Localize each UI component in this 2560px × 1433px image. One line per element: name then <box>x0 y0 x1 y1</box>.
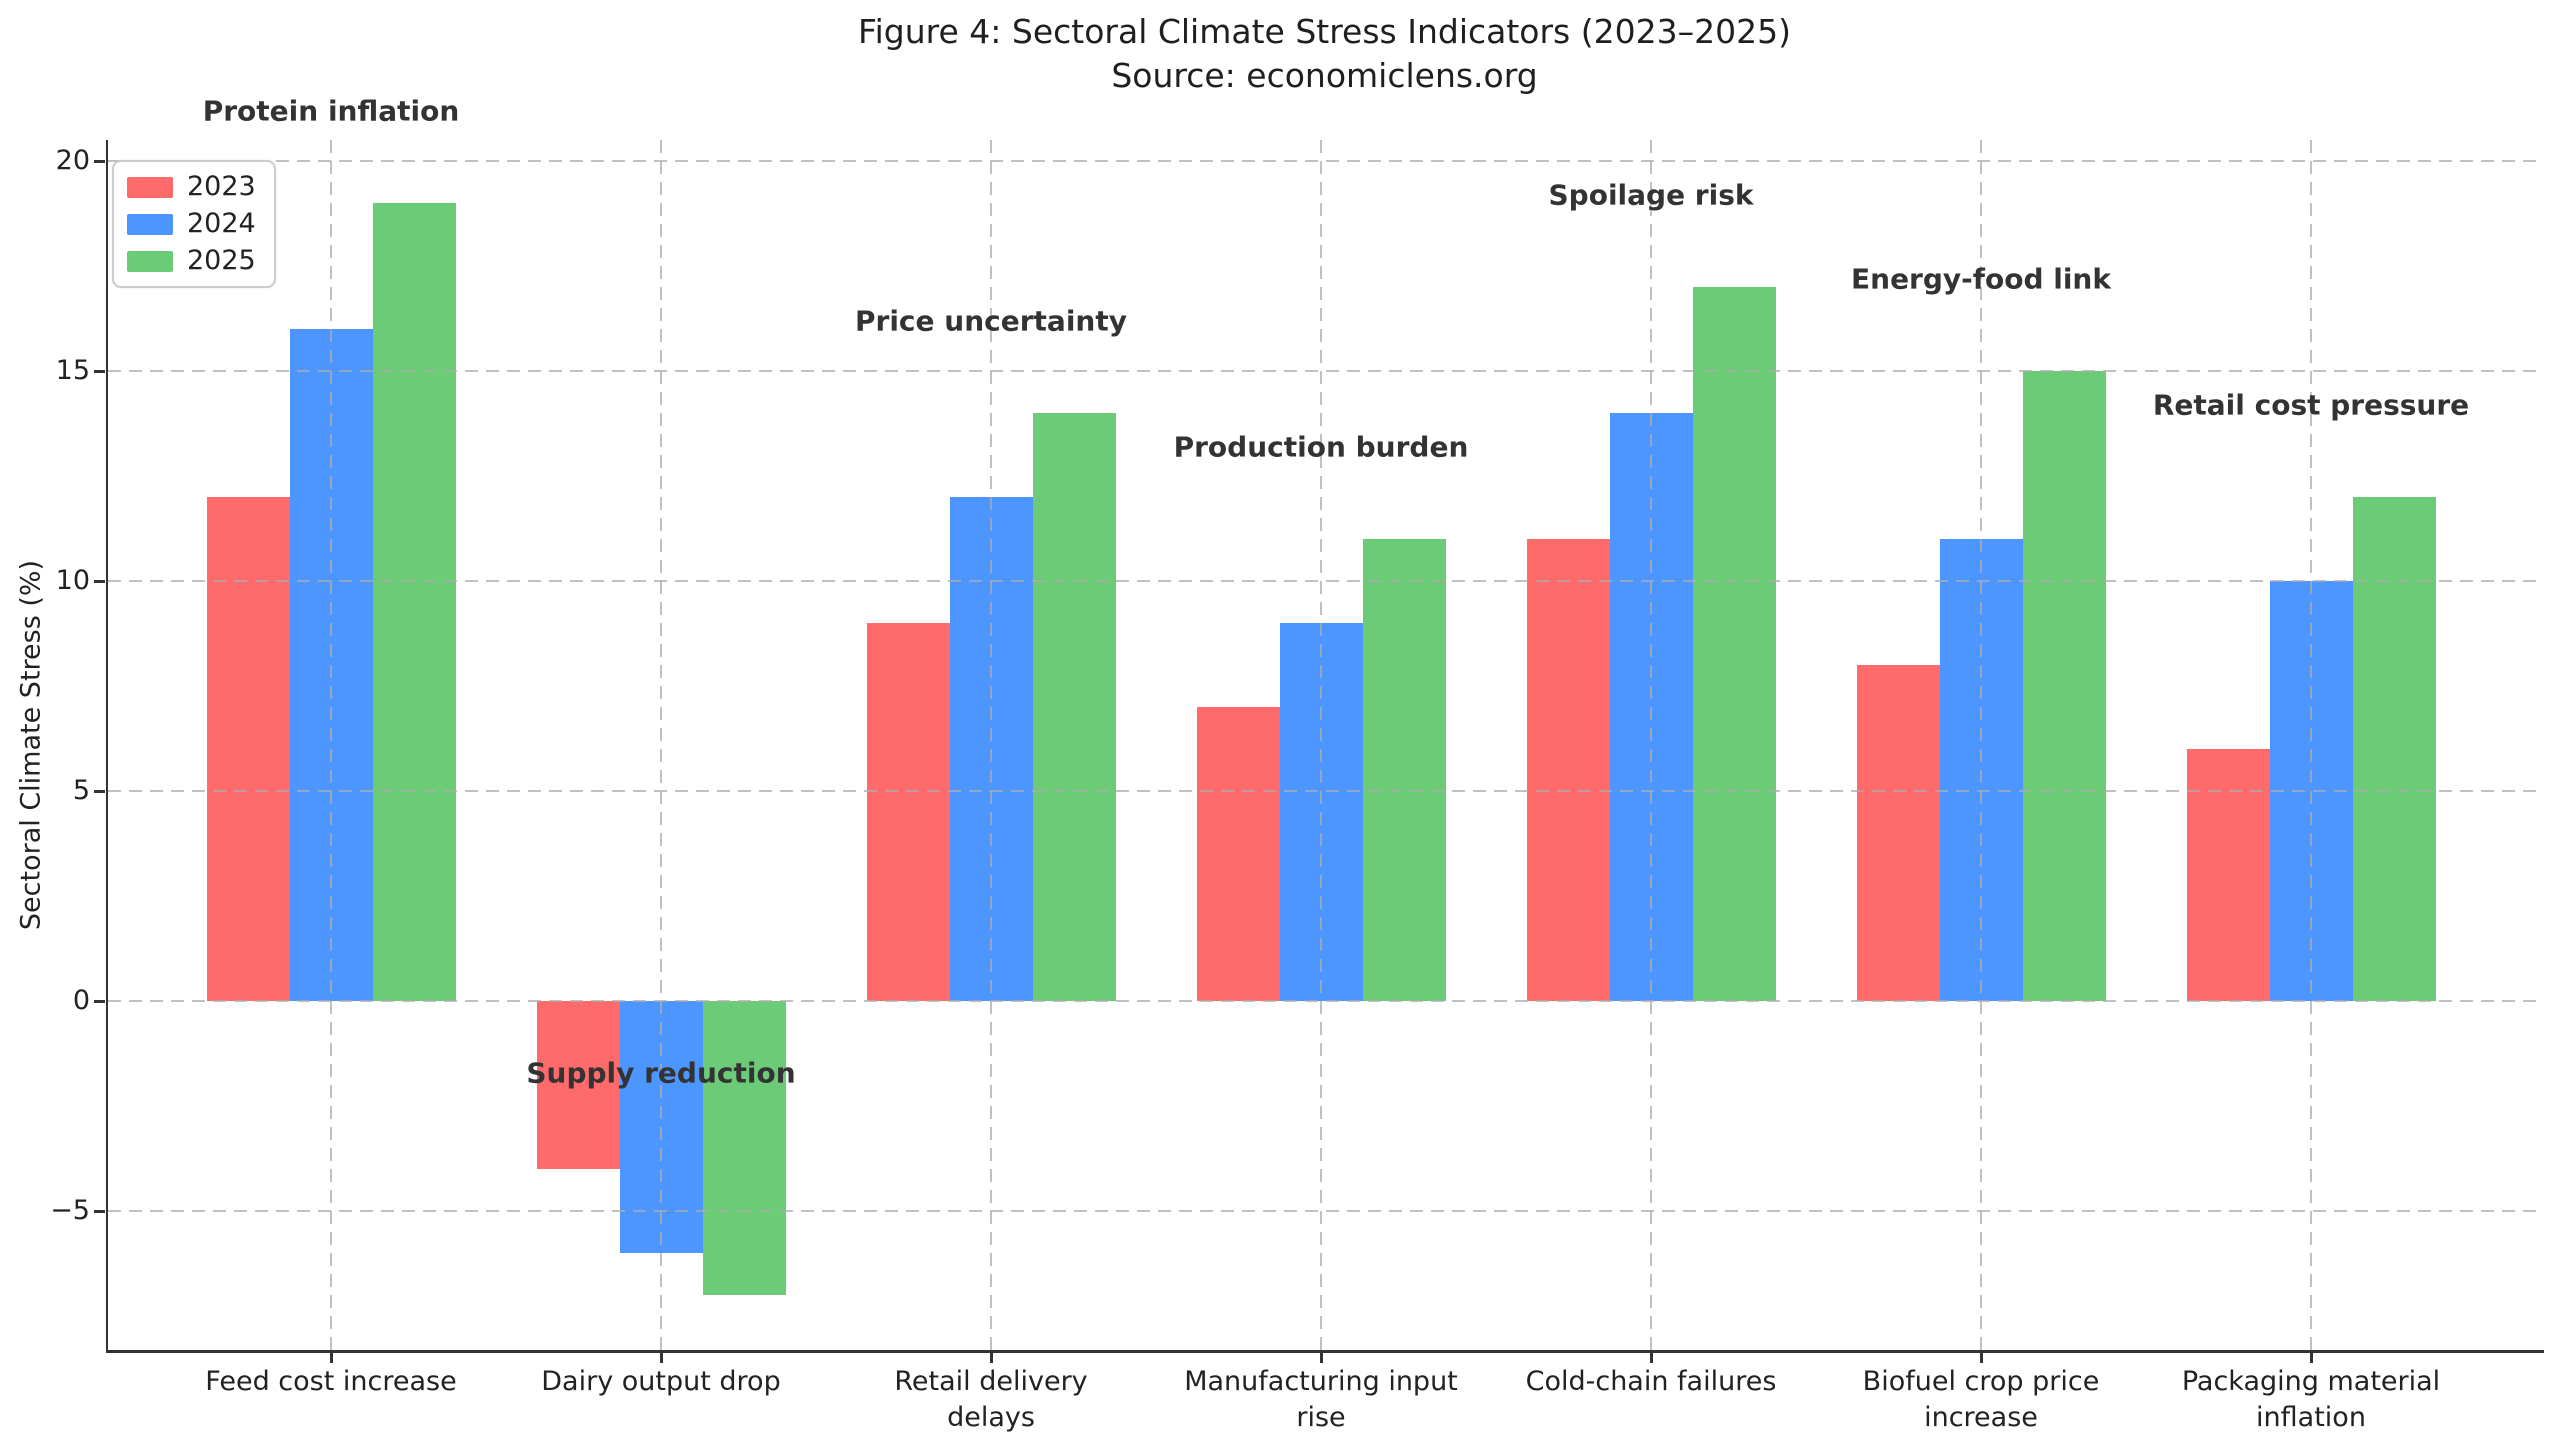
bar-2023-dairy-output-drop <box>536 1001 620 1170</box>
y-tick-label-0: 0 <box>72 985 90 1017</box>
bar-2025-cold-chain-failures <box>1692 287 1776 1002</box>
gridline-y-10 <box>108 580 2541 583</box>
legend-swatch-2024 <box>127 213 173 235</box>
annotation-protein-inflation: Protein inflation <box>202 94 460 128</box>
x-tick-label-manufacturing-input-rise: Manufacturing input rise <box>1184 1366 1458 1433</box>
x-tick-mark-packaging-material-inflation <box>2309 1353 2313 1363</box>
x-tick-label-retail-delivery-delays: Retail delivery delays <box>894 1366 1088 1433</box>
gridline-y-15 <box>108 370 2541 373</box>
gridline-x-feed-cost-increase <box>330 140 332 1350</box>
bar-2025-biofuel-crop-price-increase <box>2022 371 2106 1002</box>
y-tick-label--5: −5 <box>50 1195 90 1227</box>
legend-label-2024: 2024 <box>187 208 256 239</box>
x-tick-label-biofuel-crop-price-increase: Biofuel crop price increase <box>1862 1366 2100 1433</box>
y-tick-mark--5 <box>94 1209 105 1213</box>
chart-title: Figure 4: Sectoral Climate Stress Indica… <box>858 12 1791 51</box>
gridline-x-dairy-output-drop <box>660 140 662 1350</box>
legend-label-2025: 2025 <box>187 245 256 276</box>
bar-2023-biofuel-crop-price-increase <box>1856 665 1940 1002</box>
bar-2023-packaging-material-inflation <box>2186 749 2270 1002</box>
x-tick-label-feed-cost-increase: Feed cost increase <box>205 1366 457 1397</box>
bar-2023-retail-delivery-delays <box>866 623 950 1002</box>
y-tick-label-20: 20 <box>55 145 90 176</box>
y-axis-spine <box>105 140 108 1353</box>
x-tick-mark-feed-cost-increase <box>329 1353 333 1363</box>
bar-2023-manufacturing-input-rise <box>1196 707 1280 1002</box>
annotation-spoilage-risk: Spoilage risk <box>1548 178 1754 212</box>
y-tick-mark-0 <box>94 999 105 1003</box>
bar-2023-feed-cost-increase <box>206 497 290 1002</box>
legend-item-2025: 2025 <box>127 246 256 276</box>
annotation-supply-reduction: Supply reduction <box>526 1056 796 1090</box>
legend-item-2024: 2024 <box>127 209 256 239</box>
x-tick-mark-retail-delivery-delays <box>989 1353 993 1363</box>
annotation-energy-food-link: Energy-food link <box>1851 262 2111 296</box>
legend-swatch-2025 <box>127 250 173 272</box>
legend-swatch-2023 <box>127 176 173 198</box>
chart-subtitle: Source: economiclens.org <box>1111 56 1538 95</box>
y-tick-label-15: 15 <box>55 355 90 387</box>
x-tick-label-dairy-output-drop: Dairy output drop <box>541 1366 781 1397</box>
title-block: Figure 4: Sectoral Climate Stress Indica… <box>108 10 2541 98</box>
gridline-y-20 <box>108 160 2541 162</box>
y-tick-mark-5 <box>94 789 105 793</box>
y-tick-label-5: 5 <box>72 775 90 807</box>
legend: 2023 2024 2025 <box>112 160 276 288</box>
gridline-x-packaging-material-inflation <box>2310 140 2312 1350</box>
bar-2023-cold-chain-failures <box>1526 539 1610 1002</box>
annotation-retail-cost-pressure: Retail cost pressure <box>2152 388 2470 422</box>
x-tick-mark-manufacturing-input-rise <box>1319 1353 1323 1363</box>
annotation-production-burden: Production burden <box>1173 430 1469 464</box>
y-tick-mark-10 <box>94 579 105 583</box>
gridline-y-5 <box>108 790 2541 793</box>
bar-2025-retail-delivery-delays <box>1032 413 1116 1002</box>
x-tick-label-cold-chain-failures: Cold-chain failures <box>1525 1366 1777 1397</box>
x-tick-mark-dairy-output-drop <box>659 1353 663 1363</box>
bar-2025-dairy-output-drop <box>702 1001 786 1296</box>
legend-item-2023: 2023 <box>127 172 256 202</box>
x-tick-label-packaging-material-inflation: Packaging material inflation <box>2181 1366 2441 1433</box>
y-tick-mark-20 <box>94 159 105 163</box>
bar-2025-feed-cost-increase <box>372 203 456 1002</box>
y-tick-label-10: 10 <box>55 565 90 597</box>
gridline-x-biofuel-crop-price-increase <box>1980 140 1982 1350</box>
gridline-x-cold-chain-failures <box>1650 140 1652 1350</box>
gridline-y-0 <box>108 1000 2541 1003</box>
gridline-y--5 <box>108 1210 2541 1213</box>
gridline-x-retail-delivery-delays <box>990 140 992 1350</box>
y-tick-mark-15 <box>94 369 105 373</box>
x-axis-spine <box>105 1350 2544 1353</box>
annotation-price-uncertainty: Price uncertainty <box>855 304 1127 338</box>
legend-label-2023: 2023 <box>187 171 256 202</box>
gridline-x-manufacturing-input-rise <box>1320 140 1322 1350</box>
bar-2025-packaging-material-inflation <box>2352 497 2436 1002</box>
x-tick-mark-cold-chain-failures <box>1649 1353 1653 1363</box>
bar-2025-manufacturing-input-rise <box>1362 539 1446 1002</box>
x-tick-mark-biofuel-crop-price-increase <box>1979 1353 1983 1363</box>
